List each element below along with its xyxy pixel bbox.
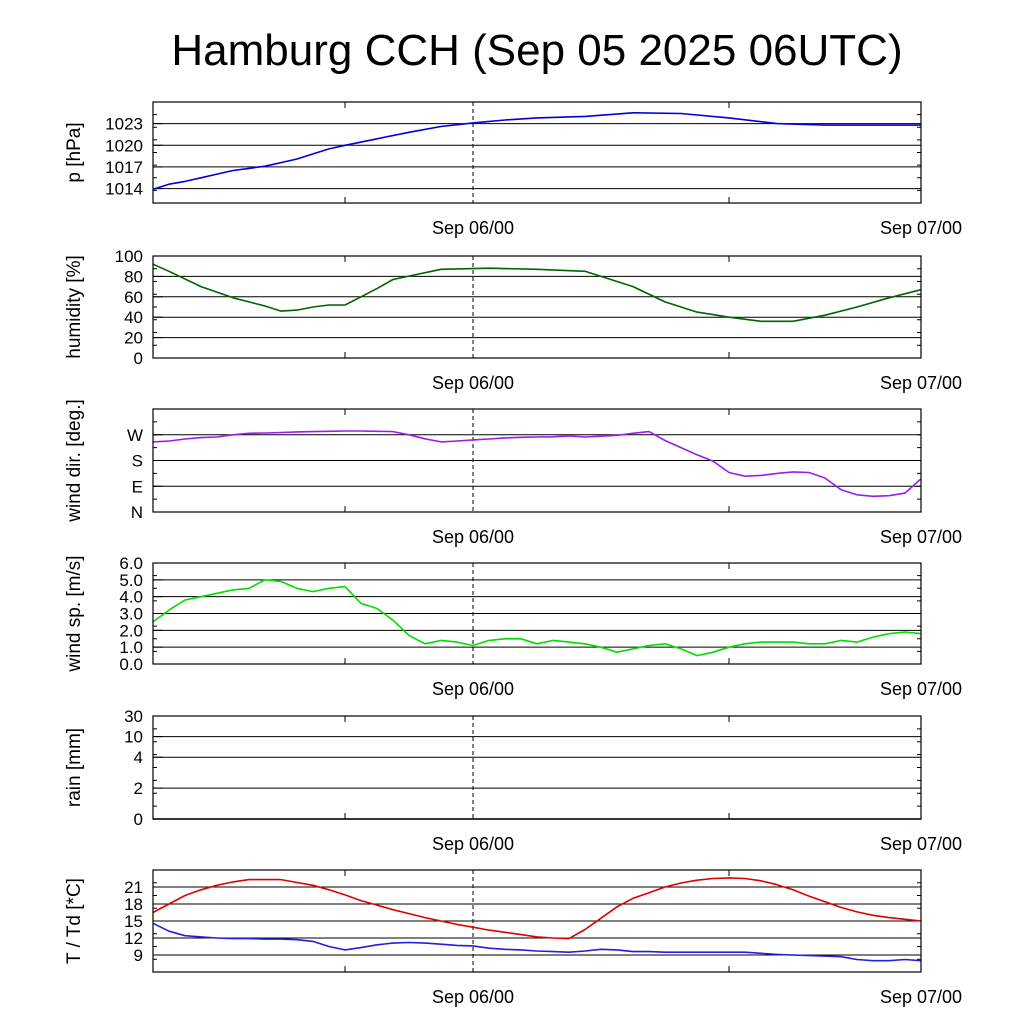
x-date-label: Sep 07/00 bbox=[880, 373, 962, 393]
series-line bbox=[152, 578, 922, 657]
y-tick-label: W bbox=[127, 426, 143, 445]
y-tick-label: 5.0 bbox=[119, 571, 143, 590]
x-date-label: Sep 07/00 bbox=[880, 527, 962, 547]
y-tick-label: 100 bbox=[115, 247, 143, 266]
plot-frame bbox=[152, 869, 922, 973]
y-axis-label: rain [mm] bbox=[64, 728, 85, 807]
x-date-label: Sep 07/00 bbox=[880, 679, 962, 699]
x-date-label: Sep 06/00 bbox=[432, 679, 514, 699]
y-axis-label: wind sp. [m/s] bbox=[64, 555, 85, 672]
y-tick-label: 18 bbox=[124, 895, 143, 914]
y-tick-label: 3.0 bbox=[119, 605, 143, 624]
y-tick-label: 1.0 bbox=[119, 638, 143, 657]
series-line bbox=[152, 263, 922, 323]
y-tick-label: 4.0 bbox=[119, 588, 143, 607]
plot-frame bbox=[152, 715, 922, 820]
y-tick-label: S bbox=[132, 452, 143, 471]
y-tick-label: 12 bbox=[124, 929, 143, 948]
y-tick-label: 20 bbox=[124, 329, 143, 348]
y-tick-label: 1020 bbox=[105, 136, 143, 155]
plot-frame bbox=[152, 101, 922, 204]
y-tick-label: 1014 bbox=[105, 180, 143, 199]
y-tick-label: 21 bbox=[124, 878, 143, 897]
y-tick-label: 1017 bbox=[105, 158, 143, 177]
series-line bbox=[152, 430, 922, 498]
series-line bbox=[152, 922, 922, 962]
y-tick-label: 6.0 bbox=[119, 554, 143, 573]
y-tick-label: 9 bbox=[134, 946, 143, 965]
y-tick-label: 4 bbox=[134, 748, 143, 767]
y-axis-label: wind dir. [deg.] bbox=[64, 399, 85, 523]
x-date-label: Sep 06/00 bbox=[432, 218, 514, 238]
y-tick-label: 1023 bbox=[105, 115, 143, 134]
y-tick-label: 0.0 bbox=[119, 655, 143, 674]
series-line bbox=[152, 877, 922, 940]
y-tick-label: N bbox=[131, 503, 143, 522]
y-tick-label: 15 bbox=[124, 912, 143, 931]
y-tick-label: 2.0 bbox=[119, 621, 143, 640]
x-date-label: Sep 07/00 bbox=[880, 834, 962, 854]
y-tick-label: 80 bbox=[124, 267, 143, 286]
x-date-label: Sep 06/00 bbox=[432, 987, 514, 1007]
y-axis-label: T / Td [*C] bbox=[64, 878, 85, 964]
y-tick-label: 30 bbox=[124, 707, 143, 726]
x-date-label: Sep 06/00 bbox=[432, 373, 514, 393]
y-tick-label: 0 bbox=[134, 810, 143, 829]
plot-frame bbox=[152, 255, 922, 359]
x-date-label: Sep 06/00 bbox=[432, 527, 514, 547]
y-tick-label: 10 bbox=[124, 728, 143, 747]
chart-title: Hamburg CCH (Sep 05 2025 06UTC) bbox=[171, 26, 903, 75]
series-line bbox=[152, 112, 921, 191]
x-date-label: Sep 07/00 bbox=[880, 218, 962, 238]
y-tick-label: 0 bbox=[134, 349, 143, 368]
y-tick-label: E bbox=[132, 477, 143, 496]
y-axis-label: humidity [%] bbox=[64, 255, 85, 358]
y-tick-label: 2 bbox=[134, 779, 143, 798]
plot-frame bbox=[152, 408, 922, 513]
y-axis-label: p [hPa] bbox=[64, 122, 85, 182]
y-tick-label: 40 bbox=[124, 308, 143, 327]
plot-frame bbox=[152, 562, 922, 665]
x-date-label: Sep 07/00 bbox=[880, 987, 962, 1007]
x-date-label: Sep 06/00 bbox=[432, 834, 514, 854]
y-tick-label: 60 bbox=[124, 288, 143, 307]
